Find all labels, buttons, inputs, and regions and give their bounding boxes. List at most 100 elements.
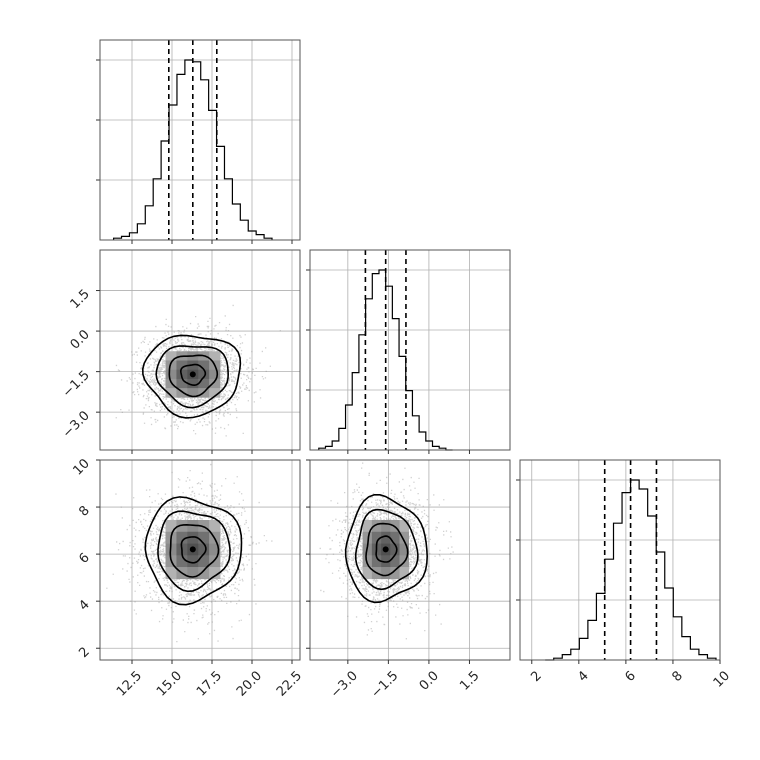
density-cell [390,555,400,568]
y-tick-label: 2 [76,644,92,660]
density-cell [209,351,221,361]
axes-frame [99,249,301,451]
x-tick-label: 8 [670,668,686,684]
density-cell [187,555,199,568]
density-cell [176,388,188,398]
density-cell [399,520,410,533]
density-peak [382,546,389,553]
x-tick-label: 10 [711,668,733,690]
density-cell [399,567,410,580]
density-cell [381,567,391,580]
density-cell [176,378,188,389]
contour-level-2 [155,345,230,409]
density-peak [189,371,196,378]
density-cell [362,531,373,544]
density-cell [165,567,177,580]
density-cell [209,369,221,380]
contour-level-1 [168,354,219,398]
y-tick-label: 6 [76,550,92,566]
x-tick-label: 1.5 [457,668,482,693]
density-cell [176,520,188,533]
y-tick-label: 1.5 [68,287,93,312]
density-cell [362,567,373,580]
density-cell [165,388,177,398]
x-tick-label: 17.5 [194,668,225,699]
density-cell [390,531,400,544]
contour-level-2 [354,508,419,591]
density-cell [399,531,410,544]
contour-level-2 [157,510,231,593]
density-cell [198,360,210,371]
density-cell [399,543,410,556]
density-cell [198,543,210,556]
density-cell [187,567,199,580]
x-axis-param-0: 12.5 15.0 17.5 20.0 22.5 [114,240,305,700]
density-panel-0 [99,249,301,451]
contour-level-3 [144,496,243,606]
density-cell [187,378,199,389]
x-tick-label: 15.0 [154,668,185,699]
y-tick-label: −1.5 [60,368,93,401]
x-tick-label: 6 [622,668,638,684]
contour-level-1 [169,523,220,578]
contour-level-1 [365,522,409,577]
density-cell [381,520,391,533]
density-cell [176,555,188,568]
axes-frame [519,459,721,661]
density-cell [390,543,400,556]
axes-frame [99,459,301,661]
density-cell [198,378,210,389]
density-cell [198,567,210,580]
density-cell [165,369,177,380]
y-tick-label: 8 [76,503,92,519]
sample-points [115,304,281,437]
y-tick-label: −3.0 [60,408,93,441]
density-cell [209,520,221,533]
axes-frame [309,249,511,451]
density-cell [198,531,210,544]
panel-content [106,463,273,643]
density-cell [198,369,210,380]
x-tick-label: 12.5 [114,668,145,699]
x-tick-label: 20.0 [234,668,265,699]
contour-level-0 [180,536,207,564]
axes-frame [99,39,301,241]
density-cell [362,520,373,533]
x-tick-label: 22.5 [274,668,305,699]
density-cell [371,520,382,533]
density-cell [198,520,210,533]
density-cell [209,555,221,568]
panel-content [115,304,281,437]
density-cell [381,531,391,544]
x-tick-label: 4 [575,668,591,684]
density-cell [165,520,177,533]
y-tick-label: 10 [71,456,93,478]
contour-level-0 [179,363,207,387]
y-tick-label: 4 [76,597,92,613]
contour-level-3 [344,494,429,604]
density-cell [209,567,221,580]
x-tick-label: −1.5 [368,668,401,701]
x-tick-label: 2 [528,668,544,684]
density-cell [176,360,188,371]
density-cell [209,388,221,398]
x-tick-label: −3.0 [328,668,361,701]
histogram-panel-2 [516,459,721,661]
x-axis-param-2: 2 4 6 8 10 [528,660,733,691]
y-axis-param-1: −3.0 −1.5 0.0 1.5 [60,287,100,441]
histogram-panel-0 [96,39,301,241]
density-cell [371,555,382,568]
density-panel-2 [309,459,511,661]
density-cell [176,531,188,544]
contour-level-0 [375,535,398,563]
density-cell [165,378,177,389]
density-cell [187,531,199,544]
density-peak [189,546,196,553]
contour-level-3 [141,334,242,419]
y-tick-label: 0.0 [68,327,93,352]
density-cell [165,360,177,371]
axes-frame [309,459,511,661]
x-tick-label: 0.0 [417,668,442,693]
density-cell [371,531,382,544]
